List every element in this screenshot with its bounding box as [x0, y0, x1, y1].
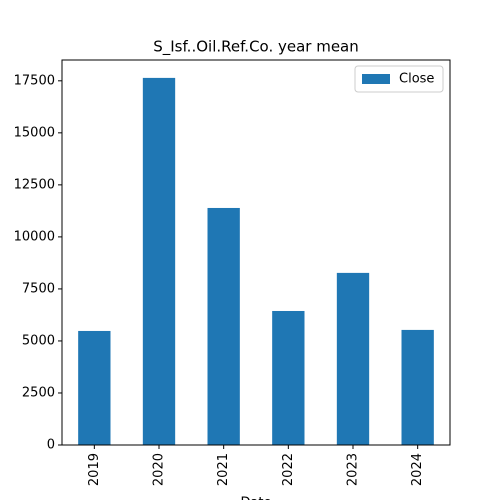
- y-tick-label: 12500: [14, 177, 55, 192]
- x-tick-label: 2023: [346, 453, 361, 486]
- x-tick-label: 2020: [152, 453, 167, 486]
- chart-title: S_Isf..Oil.Ref.Co. year mean: [153, 38, 359, 57]
- y-tick-label: 17500: [14, 73, 55, 88]
- bar: [142, 77, 176, 445]
- bar: [207, 207, 240, 445]
- x-tick-label: 2022: [281, 453, 296, 486]
- plot-frame: [61, 59, 451, 446]
- x-axis-label: Date: [240, 496, 271, 500]
- y-tick-label: 2500: [22, 385, 55, 400]
- y-tick-label: 10000: [14, 229, 55, 244]
- bar: [336, 272, 370, 445]
- y-tick-label: 0: [47, 438, 55, 453]
- legend-label: Close: [399, 72, 434, 87]
- y-tick-label: 7500: [22, 281, 55, 296]
- y-tick-label: 15000: [14, 125, 55, 140]
- x-tick-label: 2024: [410, 453, 425, 486]
- legend-box: [354, 65, 444, 93]
- x-tick-label: 2021: [216, 453, 231, 486]
- bar: [401, 329, 434, 445]
- bar: [272, 310, 305, 445]
- bar: [78, 330, 111, 445]
- x-tick-label: 2019: [87, 453, 102, 486]
- y-tick-label: 5000: [22, 333, 55, 348]
- legend-swatch: [362, 74, 390, 84]
